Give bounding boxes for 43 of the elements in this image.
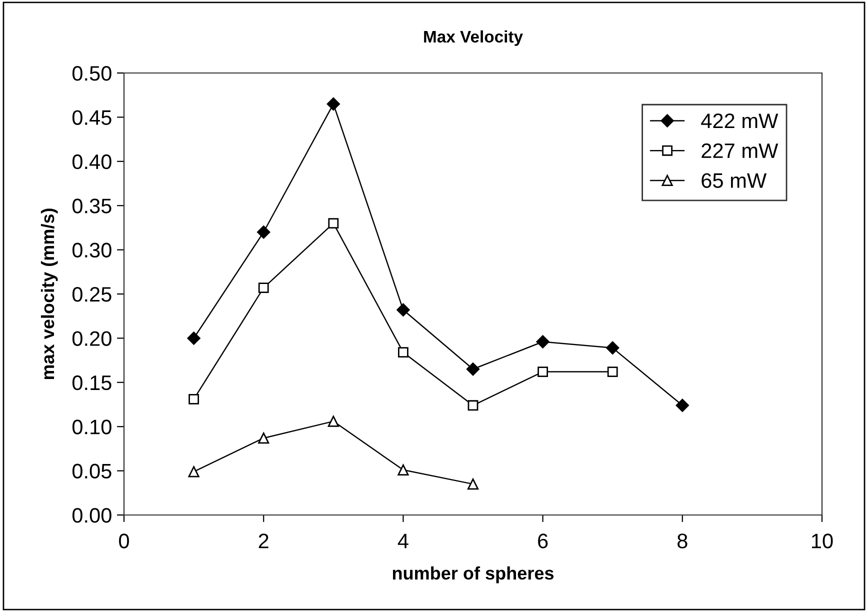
x-tick-label: 8: [678, 534, 688, 548]
legend-label: 227 mW: [702, 143, 778, 158]
point: [258, 282, 269, 294]
x-tick-label: 0: [119, 534, 129, 548]
y-tick-label: 0.45: [72, 110, 112, 125]
x-tick-label: 6: [538, 534, 548, 548]
y-tick-label: 0.00: [72, 508, 112, 523]
y-tick-label: 0.10: [72, 420, 112, 434]
y-tick-label: 0.15: [72, 375, 112, 390]
point: [188, 394, 200, 404]
point: [536, 335, 550, 348]
point: [328, 218, 339, 228]
point: [398, 464, 409, 476]
point: [187, 332, 200, 345]
y-tick-label: 0.40: [72, 154, 112, 170]
legend-label: 422 mW: [701, 114, 778, 128]
point: [466, 362, 480, 376]
chart-title: Max Velocity: [424, 30, 523, 46]
point: [398, 347, 408, 358]
point: [606, 341, 620, 355]
point: [396, 303, 410, 316]
point: [326, 97, 340, 111]
y-tick-label: 0.50: [72, 66, 112, 81]
point: [468, 400, 478, 411]
point: [257, 226, 270, 239]
point: [188, 466, 200, 478]
x-axis-title: number of spheres: [392, 566, 554, 584]
y-tick-label: 0.30: [72, 242, 112, 258]
point: [607, 366, 618, 377]
point: [328, 416, 339, 427]
y-axis-title: max velocity (mm/s): [40, 208, 58, 380]
y-tick-label: 0.35: [72, 198, 112, 214]
point: [467, 478, 479, 490]
legend-label: 65 mW: [702, 173, 767, 188]
y-tick-label: 0.25: [72, 287, 112, 302]
x-tick-label: 10: [812, 534, 833, 548]
y-tick-label: 0.05: [72, 464, 112, 479]
point: [538, 366, 548, 377]
y-tick-label: 0.20: [72, 331, 112, 346]
x-tick-label: 2: [258, 534, 268, 548]
point: [676, 398, 689, 412]
point: [258, 432, 270, 444]
x-tick-label: 4: [398, 534, 408, 548]
